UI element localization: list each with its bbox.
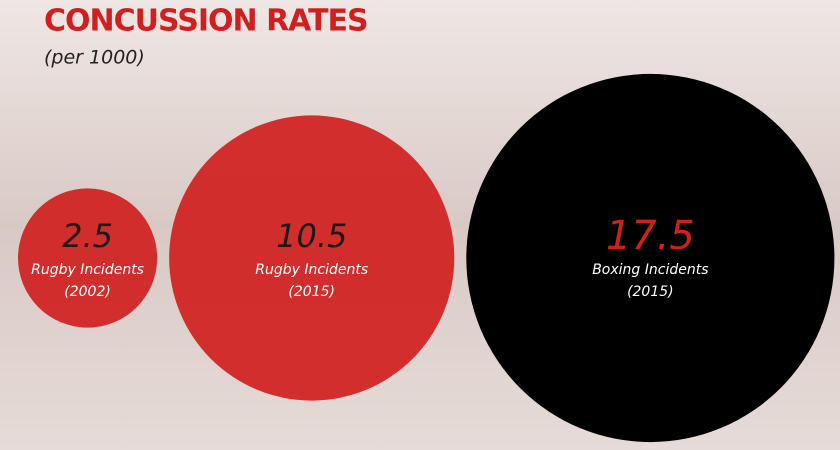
year-label: (2015) [288,284,335,300]
bubble [169,115,455,401]
bubble [18,188,158,328]
category-label: Rugby Incidents [31,262,144,278]
chart-title: CONCUSSION RATES [44,4,368,39]
year-label: (2002) [64,284,111,300]
category-label: Rugby Incidents [255,262,368,278]
year-label: (2015) [627,284,674,300]
bubble [466,73,835,443]
category-label: Boxing Incidents [592,262,708,278]
value-label: 2.5 [62,217,113,255]
value-label: 17.5 [606,213,695,259]
value-label: 10.5 [276,217,347,255]
chart-subtitle: (per 1000) [44,47,145,69]
